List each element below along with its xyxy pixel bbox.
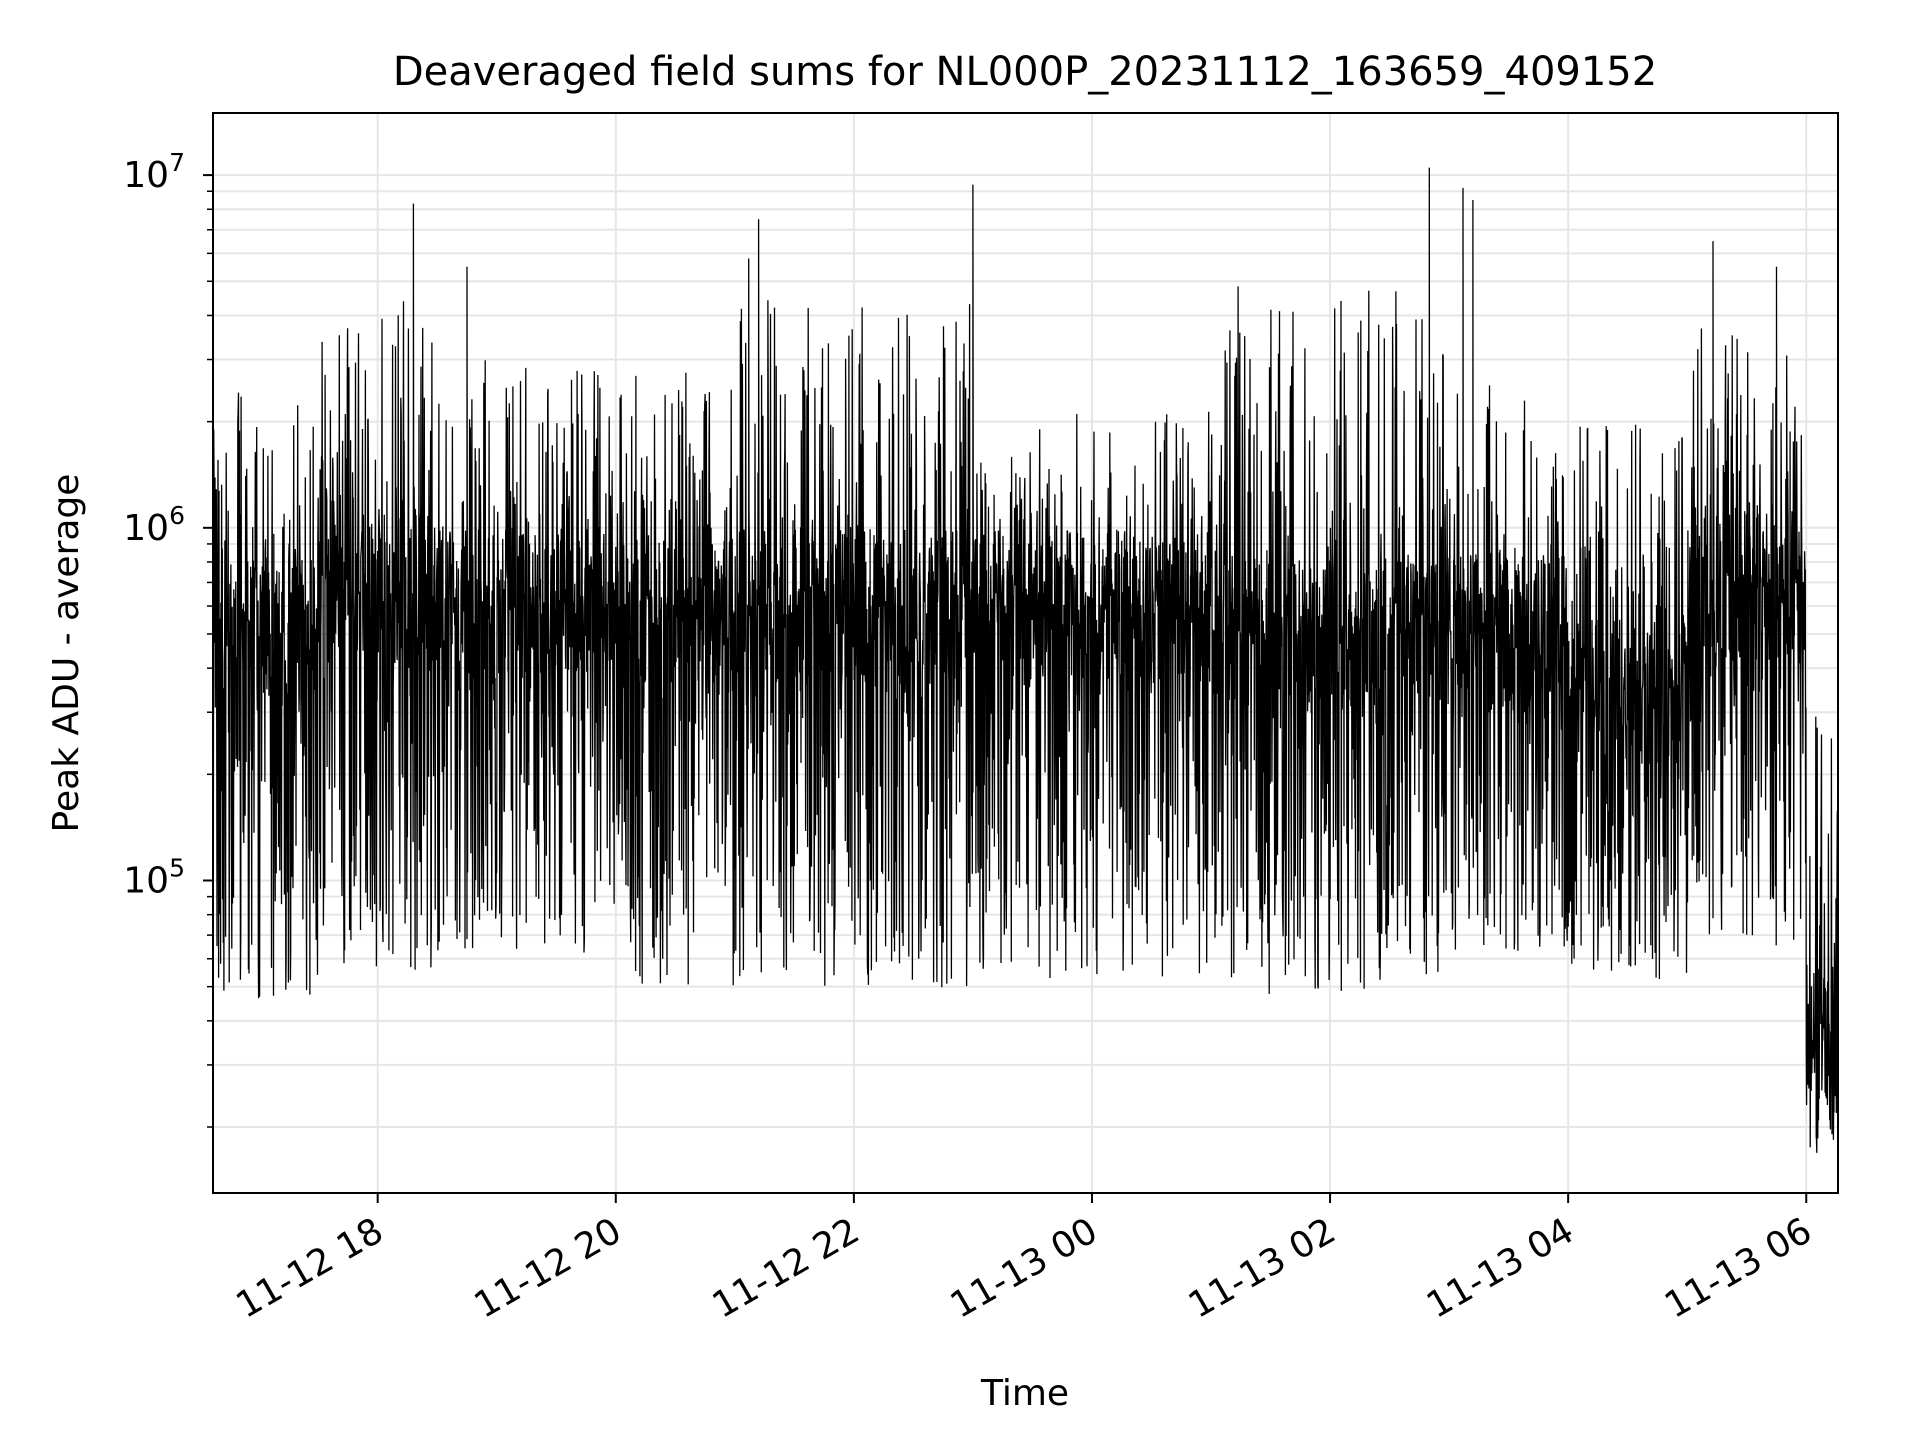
y-tick-label: 106 [123,501,185,549]
series-line [212,167,1839,1153]
y-tick-label: 107 [123,148,185,196]
x-axis-label: Time [980,1373,1069,1414]
y-axis: 105 106 107 [123,148,213,1128]
chart-title: Deaveraged field sums for NL000P_2023111… [393,49,1657,95]
plot-frame [212,112,1839,1194]
y-axis-label: Peak ADU - average [46,474,87,833]
series-layer [212,167,1839,1153]
y-tick-label: 105 [123,853,185,901]
